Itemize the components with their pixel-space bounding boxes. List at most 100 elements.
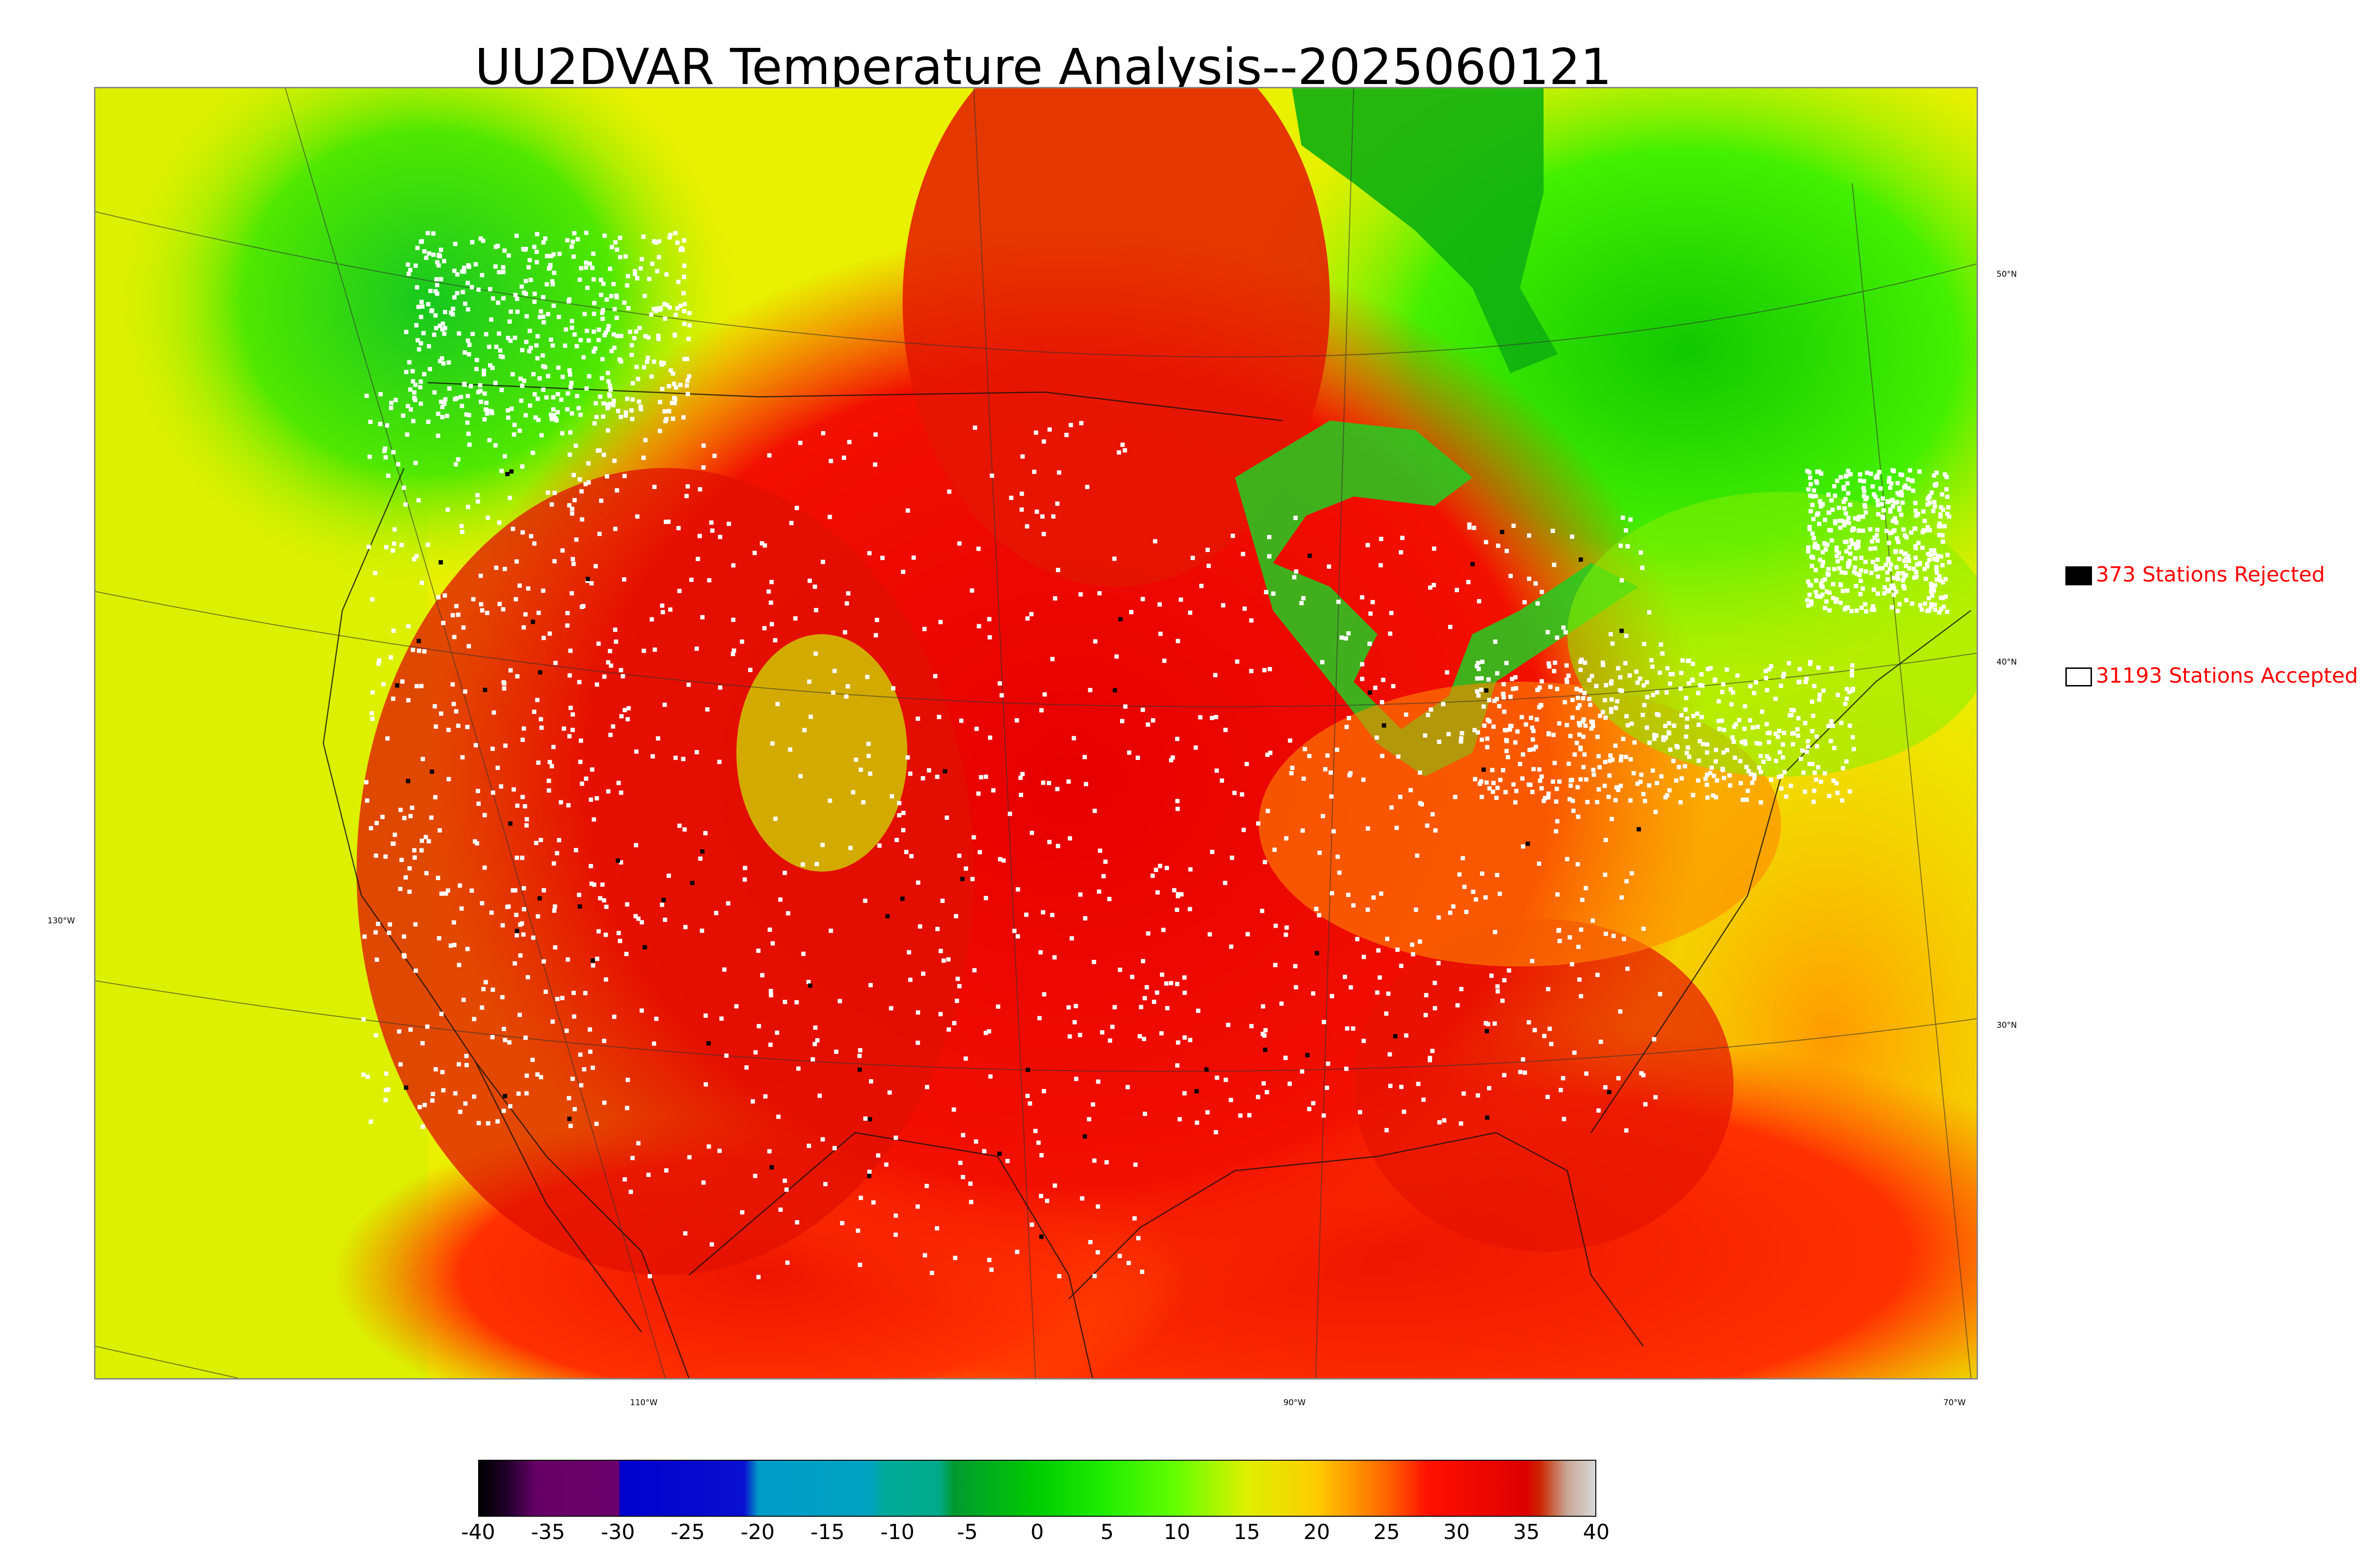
station-accepted-marker bbox=[590, 265, 594, 270]
station-rejected-marker bbox=[406, 779, 410, 783]
station-accepted-marker bbox=[1135, 755, 1140, 760]
station-accepted-marker bbox=[1609, 709, 1613, 714]
station-accepted-marker bbox=[568, 430, 573, 435]
station-accepted-marker bbox=[366, 1074, 370, 1079]
station-accepted-marker bbox=[486, 516, 490, 520]
station-accepted-marker bbox=[1923, 576, 1928, 581]
station-accepted-marker bbox=[916, 1010, 920, 1015]
station-accepted-marker bbox=[528, 329, 532, 333]
station-accepted-marker bbox=[1578, 688, 1583, 693]
station-accepted-marker bbox=[1577, 732, 1582, 737]
station-accepted-marker bbox=[502, 567, 507, 571]
station-accepted-marker bbox=[1674, 778, 1678, 783]
station-accepted-marker bbox=[1728, 687, 1733, 692]
station-accepted-marker bbox=[1238, 1113, 1243, 1118]
station-accepted-marker bbox=[1806, 739, 1810, 744]
station-accepted-marker bbox=[1624, 1128, 1629, 1133]
station-accepted-marker bbox=[634, 749, 639, 754]
station-accepted-marker bbox=[1742, 726, 1747, 731]
station-accepted-marker bbox=[1721, 750, 1726, 755]
station-accepted-marker bbox=[1619, 895, 1624, 900]
station-accepted-marker bbox=[1846, 605, 1850, 610]
station-accepted-marker bbox=[1881, 516, 1885, 520]
station-accepted-marker bbox=[1481, 704, 1486, 709]
station-accepted-marker bbox=[682, 274, 687, 279]
station-accepted-marker bbox=[1530, 959, 1535, 963]
station-accepted-marker bbox=[1583, 886, 1588, 891]
station-accepted-marker bbox=[437, 828, 442, 833]
station-accepted-marker bbox=[568, 648, 573, 653]
station-accepted-marker bbox=[499, 469, 504, 473]
station-accepted-marker bbox=[531, 372, 536, 376]
station-accepted-marker bbox=[1790, 731, 1795, 736]
station-accepted-marker bbox=[1735, 673, 1740, 678]
station-accepted-marker bbox=[413, 383, 418, 387]
station-accepted-marker bbox=[1182, 1091, 1187, 1096]
station-accepted-marker bbox=[1511, 782, 1516, 787]
station-accepted-marker bbox=[1150, 873, 1155, 878]
station-accepted-marker bbox=[703, 831, 708, 836]
station-accepted-marker bbox=[719, 1016, 724, 1021]
station-accepted-marker bbox=[1624, 633, 1629, 638]
station-accepted-marker bbox=[1479, 687, 1484, 692]
station-accepted-marker bbox=[441, 321, 445, 326]
station-accepted-marker bbox=[1379, 536, 1384, 541]
station-accepted-marker bbox=[987, 617, 992, 621]
station-accepted-marker bbox=[1918, 603, 1922, 608]
station-accepted-marker bbox=[537, 610, 541, 615]
station-accepted-marker bbox=[1476, 730, 1480, 735]
station-accepted-marker bbox=[1351, 903, 1356, 908]
station-rejected-marker bbox=[885, 914, 890, 919]
station-accepted-marker bbox=[586, 480, 591, 485]
station-accepted-marker bbox=[682, 238, 687, 243]
station-accepted-marker bbox=[1613, 705, 1618, 710]
station-accepted-marker bbox=[1486, 677, 1491, 682]
station-accepted-marker bbox=[1925, 564, 1930, 569]
station-accepted-marker bbox=[1885, 577, 1890, 582]
station-accepted-marker bbox=[460, 269, 464, 274]
station-accepted-marker bbox=[767, 453, 772, 458]
station-accepted-marker bbox=[1619, 544, 1623, 548]
station-accepted-marker bbox=[443, 326, 447, 330]
station-accepted-marker bbox=[1552, 669, 1556, 674]
station-accepted-marker bbox=[1599, 1040, 1603, 1044]
station-accepted-marker bbox=[857, 1263, 862, 1267]
station-accepted-marker bbox=[1859, 606, 1864, 610]
station-accepted-marker bbox=[1941, 539, 1945, 544]
station-accepted-marker bbox=[1079, 421, 1083, 425]
station-accepted-marker bbox=[568, 372, 573, 377]
station-accepted-marker bbox=[482, 813, 487, 817]
station-accepted-marker bbox=[521, 726, 526, 731]
station-accepted-marker bbox=[632, 336, 637, 340]
station-accepted-marker bbox=[1262, 1081, 1266, 1086]
station-rejected-marker bbox=[690, 881, 695, 885]
station-accepted-marker bbox=[940, 899, 945, 903]
station-accepted-marker bbox=[1616, 1076, 1621, 1080]
station-accepted-marker bbox=[1778, 750, 1782, 755]
station-accepted-marker bbox=[1872, 535, 1877, 540]
station-accepted-marker bbox=[470, 285, 474, 290]
station-accepted-marker bbox=[1169, 981, 1173, 986]
station-accepted-marker bbox=[413, 397, 417, 402]
station-accepted-marker bbox=[1847, 545, 1852, 550]
station-accepted-marker bbox=[1024, 912, 1028, 917]
station-accepted-marker bbox=[433, 704, 437, 709]
station-accepted-marker bbox=[474, 366, 479, 371]
station-accepted-marker bbox=[1937, 610, 1942, 615]
station-accepted-marker bbox=[1321, 1113, 1326, 1118]
station-accepted-marker bbox=[1874, 567, 1878, 572]
station-accepted-marker bbox=[795, 1220, 800, 1225]
station-accepted-marker bbox=[1578, 745, 1583, 750]
station-accepted-marker bbox=[814, 862, 819, 866]
station-accepted-marker bbox=[908, 771, 913, 776]
station-accepted-marker bbox=[1518, 1070, 1523, 1074]
station-accepted-marker bbox=[807, 1144, 811, 1148]
station-accepted-marker bbox=[1467, 522, 1472, 527]
station-accepted-marker bbox=[857, 1053, 862, 1058]
station-accepted-marker bbox=[1724, 667, 1729, 672]
station-accepted-marker bbox=[496, 300, 500, 305]
station-accepted-marker bbox=[1226, 1023, 1231, 1027]
lat-label-30: 30°N bbox=[1997, 1021, 2017, 1030]
station-accepted-marker bbox=[1651, 693, 1656, 697]
station-accepted-marker bbox=[1741, 798, 1745, 802]
